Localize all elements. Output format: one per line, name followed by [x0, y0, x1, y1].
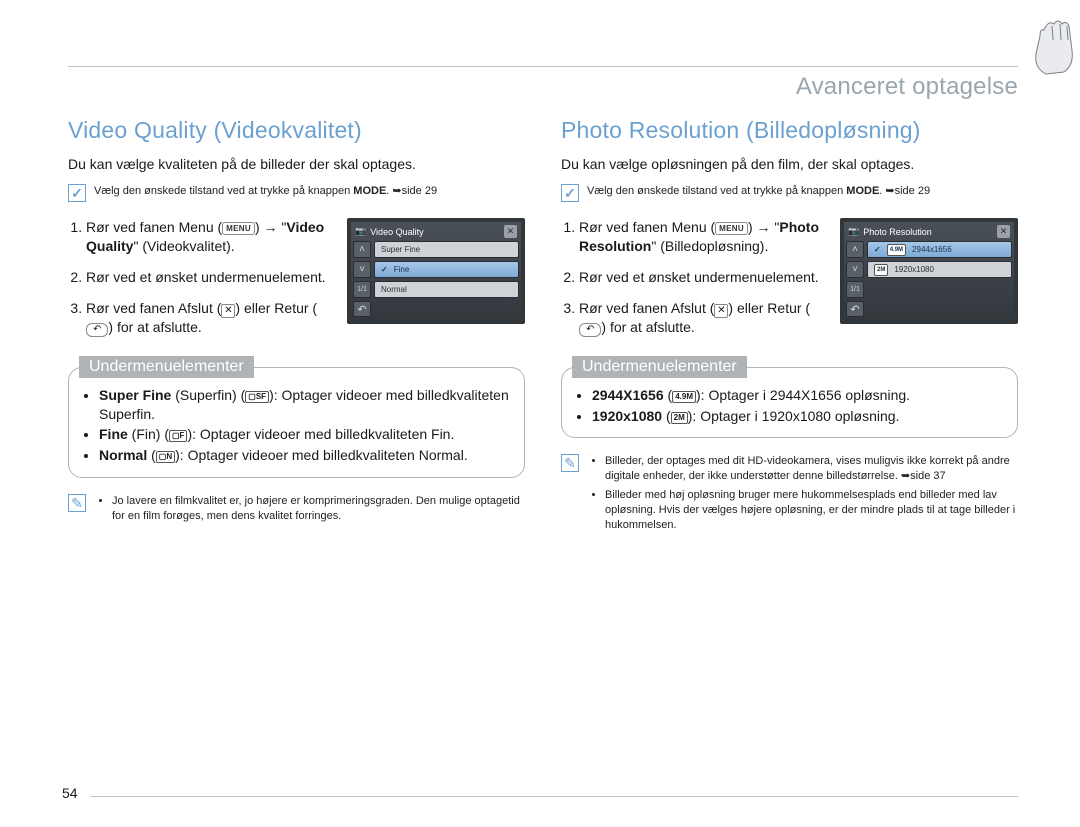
info-icon: ✎ — [561, 454, 579, 472]
quality-chip-icon: ▢N — [156, 451, 175, 463]
close-icon: ✕ — [221, 304, 235, 318]
mock-close-icon: ✕ — [997, 225, 1010, 238]
right-heading: Photo Resolution (Billedopløsning) — [561, 117, 1018, 144]
mode-note-text: Vælg den ønskede tilstand ved at trykke … — [587, 184, 930, 197]
mock-pager: 1/1 — [353, 281, 371, 298]
right-intro: Du kan vælge opløsningen på den film, de… — [561, 156, 1018, 172]
right-submenu-box: Undermenuelementer 2944X1656 (4.9M): Opt… — [561, 367, 1018, 439]
submenu-item: 1920x1080 (2M): Optager i 1920x1080 oplø… — [592, 407, 1005, 426]
left-mock-screenshot: 📷 Video Quality ✕ ˄ ˅ 1/1 — [347, 218, 525, 324]
section-header: Avanceret optagelse — [68, 73, 1018, 101]
res-chip-icon: 2M — [671, 412, 688, 424]
left-column: Video Quality (Videokvalitet) Du kan væl… — [68, 117, 525, 537]
camera-icon: 📷 — [848, 226, 859, 237]
menu-button-icon: MENU — [715, 222, 748, 235]
menu-button-icon: MENU — [222, 222, 255, 235]
right-step-3: Rør ved fanen Afslut (✕) eller Retur (↶)… — [579, 299, 826, 337]
mock-return-icon: ↶ — [846, 301, 864, 317]
submenu-label: Undermenuelementer — [572, 356, 747, 378]
submenu-item: Super Fine (Superfin) (▢SF): Optager vid… — [99, 386, 512, 424]
info-note-text: Jo lavere en filmkvalitet er, jo højere … — [112, 494, 525, 524]
right-steps-row: Rør ved fanen Menu (MENU) → "Photo Resol… — [561, 218, 1018, 349]
mock-close-icon: ✕ — [504, 225, 517, 238]
left-submenu-box: Undermenuelementer Super Fine (Superfin)… — [68, 367, 525, 479]
close-icon: ✕ — [714, 304, 728, 318]
info-icon: ✎ — [68, 494, 86, 512]
right-column: Photo Resolution (Billedopløsning) Du ka… — [561, 117, 1018, 537]
left-mode-note: ✓ Vælg den ønskede tilstand ved at trykk… — [68, 184, 525, 202]
hand-pointer-icon — [1024, 10, 1080, 80]
mode-note-text: Vælg den ønskede tilstand ved at trykke … — [94, 184, 437, 197]
camera-icon: 📷 — [355, 226, 366, 237]
info-note-text: Billeder, der optages med dit HD-videoka… — [605, 454, 1018, 484]
left-step-3: Rør ved fanen Afslut (✕) eller Retur (↶)… — [86, 299, 333, 337]
page-number: 54 — [62, 785, 78, 801]
right-mock-screenshot: 📷 Photo Resolution ✕ ˄ ˅ 1/1 — [840, 218, 1018, 324]
check-icon: ✓ — [68, 184, 86, 202]
header-rule — [68, 66, 1018, 67]
right-step-1: Rør ved fanen Menu (MENU) → "Photo Resol… — [579, 218, 826, 256]
left-info-note: ✎ Jo lavere en filmkvalitet er, jo højer… — [68, 494, 525, 528]
two-columns: Video Quality (Videokvalitet) Du kan væl… — [68, 117, 1018, 537]
mock-up-icon: ˄ — [846, 241, 864, 258]
submenu-item: Normal (▢N): Optager videoer med billedk… — [99, 446, 512, 465]
mock-down-icon: ˅ — [353, 261, 371, 278]
mock-item: Super Fine — [374, 241, 519, 258]
mock-title: Photo Resolution — [863, 227, 932, 237]
footer-rule — [90, 796, 1018, 797]
quality-chip-icon: ▢F — [169, 430, 187, 442]
mock-item-selected: ✓Fine — [374, 261, 519, 278]
res-chip-icon: 4.9M — [672, 391, 696, 403]
mock-up-icon: ˄ — [353, 241, 371, 258]
right-info-note: ✎ Billeder, der optages med dit HD-video… — [561, 454, 1018, 536]
left-steps-row: Rør ved fanen Menu (MENU) → "Video Quali… — [68, 218, 525, 349]
left-step-2: Rør ved et ønsket undermenuelement. — [86, 268, 333, 287]
left-heading: Video Quality (Videokvalitet) — [68, 117, 525, 144]
quality-chip-icon: ▢SF — [245, 391, 269, 403]
mock-item-selected: ✓4.9M2944x1656 — [867, 241, 1012, 258]
mock-return-icon: ↶ — [353, 301, 371, 317]
manual-page: Avanceret optagelse Video Quality (Video… — [0, 0, 1080, 827]
mock-item: 2M1920x1080 — [867, 261, 1012, 278]
mock-title: Video Quality — [370, 227, 423, 237]
submenu-item: 2944X1656 (4.9M): Optager i 2944X1656 op… — [592, 386, 1005, 405]
return-icon: ↶ — [579, 323, 601, 337]
right-mode-note: ✓ Vælg den ønskede tilstand ved at trykk… — [561, 184, 1018, 202]
return-icon: ↶ — [86, 323, 108, 337]
mock-pager: 1/1 — [846, 281, 864, 298]
mock-down-icon: ˅ — [846, 261, 864, 278]
right-step-2: Rør ved et ønsket undermenuelement. — [579, 268, 826, 287]
left-step-1: Rør ved fanen Menu (MENU) → "Video Quali… — [86, 218, 333, 256]
left-steps: Rør ved fanen Menu (MENU) → "Video Quali… — [68, 218, 333, 349]
right-steps: Rør ved fanen Menu (MENU) → "Photo Resol… — [561, 218, 826, 349]
mock-item: Normal — [374, 281, 519, 298]
submenu-item: Fine (Fin) (▢F): Optager videoer med bil… — [99, 425, 512, 444]
check-icon: ✓ — [561, 184, 579, 202]
submenu-label: Undermenuelementer — [79, 356, 254, 378]
info-note-text: Billeder med høj opløsning bruger mere h… — [605, 488, 1018, 533]
left-intro: Du kan vælge kvaliteten på de billeder d… — [68, 156, 525, 172]
